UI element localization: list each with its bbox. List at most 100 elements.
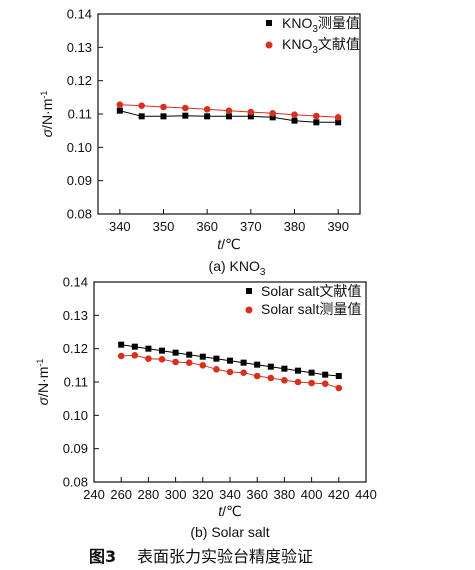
data-point-circle <box>308 379 315 387</box>
data-point-square <box>182 112 189 119</box>
data-point-circle <box>281 377 288 384</box>
legend-marker-square <box>246 288 252 294</box>
x-tick-label: 380 <box>284 219 306 234</box>
legend-b: Solar salt文献值 Solar salt测量值 <box>245 283 361 317</box>
data-point-square <box>227 357 233 364</box>
legend-entry-kno3-measured: KNO3测量值 <box>282 15 360 35</box>
data-point-circle <box>203 106 211 113</box>
y-tick-label: 0.11 <box>64 375 88 390</box>
data-point-square <box>247 113 254 120</box>
y-tick-label: 0.12 <box>67 73 92 88</box>
legend-a: KNO3测量值 KNO3文献值 <box>265 15 360 56</box>
data-point-square <box>131 343 138 350</box>
x-tick-label: 440 <box>355 487 377 502</box>
x-axis-label-b: t/℃ <box>218 503 242 519</box>
data-point-circle <box>138 102 145 109</box>
y-axis-label-a: σ/N·m-1 <box>39 91 55 138</box>
y-tick-label: 0.10 <box>67 140 92 155</box>
data-point-square <box>269 114 276 121</box>
data-point-square <box>335 373 342 379</box>
y-tick-label: 0.11 <box>68 107 92 122</box>
data-point-circle <box>145 355 152 362</box>
x-tick-label: 380 <box>274 487 296 502</box>
data-point-circle <box>267 374 275 382</box>
data-point-square <box>160 113 167 120</box>
data-point-circle <box>225 107 233 114</box>
data-point-circle <box>253 372 261 380</box>
x-tick-label: 260 <box>110 487 132 502</box>
data-point-circle <box>240 369 247 376</box>
panel-caption-b: (b) Solar salt <box>190 524 269 540</box>
data-point-circle <box>160 103 167 111</box>
data-point-square <box>335 119 342 126</box>
data-point-circle <box>291 111 298 118</box>
x-tick-label: 360 <box>196 219 218 234</box>
x-axis-label-a: t/℃ <box>217 236 241 252</box>
data-point-circle <box>313 112 320 120</box>
x-tick-label: 400 <box>301 487 323 502</box>
data-point-circle <box>182 104 189 112</box>
data-point-square <box>267 363 274 370</box>
data-point-circle <box>226 368 234 376</box>
data-point-circle <box>185 359 193 366</box>
tick-group-a: 340 350 360 370 380 390 0.08 0.09 0.10 0.11 0.12 0.… <box>67 7 349 235</box>
data-point-circle <box>172 358 179 366</box>
legend-marker-square <box>266 20 272 26</box>
series-lines-b <box>121 344 339 389</box>
data-point-circle <box>158 356 166 363</box>
data-point-circle <box>247 108 255 116</box>
data-point-square <box>159 347 165 354</box>
data-point-circle <box>334 114 342 121</box>
figure-caption-text: 表面张力实验台精度验证 <box>137 547 313 566</box>
data-point-square <box>291 117 298 124</box>
data-point-square <box>313 119 320 126</box>
x-tick-label: 300 <box>165 487 187 502</box>
x-tick-label: 280 <box>138 487 160 502</box>
x-tick-label: 340 <box>219 487 241 502</box>
data-point-circle <box>269 110 276 117</box>
legend-entry-kno3-literature: KNO3文献值 <box>282 36 360 56</box>
legend-entry-solar-measured: Solar salt测量值 <box>261 301 361 317</box>
x-tick-label: 340 <box>109 219 131 234</box>
series-marks-a <box>116 101 342 126</box>
data-point-square <box>254 361 261 368</box>
series-marks-b <box>117 341 343 392</box>
y-tick-label: 0.13 <box>63 308 88 323</box>
data-point-square <box>322 371 329 378</box>
data-point-circle <box>117 352 125 360</box>
data-point-square <box>281 365 288 372</box>
y-tick-label: 0.09 <box>67 173 92 188</box>
data-point-circle <box>321 380 329 387</box>
data-point-square <box>118 341 125 348</box>
y-tick-label: 0.10 <box>63 408 88 423</box>
legend-entry-solar-literature: Solar salt文献值 <box>261 283 361 299</box>
data-point-square <box>186 351 193 358</box>
data-point-square <box>199 353 206 360</box>
data-point-square <box>172 349 179 356</box>
y-tick-label: 0.13 <box>67 40 92 55</box>
y-tick-label: 0.08 <box>63 475 88 490</box>
data-point-square <box>213 355 220 362</box>
legend-marker-circle <box>245 306 253 314</box>
x-tick-label: 390 <box>327 219 349 234</box>
data-point-circle <box>131 352 139 359</box>
tick-group-b: 240 260 280 300 320 340 360 380 400 420 440 0.08 0.0… <box>63 275 377 503</box>
data-point-circle <box>199 362 207 369</box>
x-tick-label: 350 <box>153 219 175 234</box>
y-tick-label: 0.08 <box>67 207 92 222</box>
x-tick-label: 420 <box>328 487 350 502</box>
x-tick-label: 360 <box>246 487 268 502</box>
data-point-circle <box>213 366 220 373</box>
data-point-square <box>138 113 145 120</box>
data-point-circle <box>294 378 302 386</box>
legend-marker-circle <box>265 41 273 49</box>
y-tick-label: 0.12 <box>63 341 88 356</box>
data-point-square <box>204 113 211 120</box>
panel-caption-a: (a) KNO3 <box>209 258 266 278</box>
data-point-square <box>116 107 123 114</box>
x-tick-label: 320 <box>192 487 214 502</box>
data-point-square <box>145 345 152 352</box>
figure-caption-label: 图3 <box>89 547 116 566</box>
data-point-circle <box>116 101 124 108</box>
